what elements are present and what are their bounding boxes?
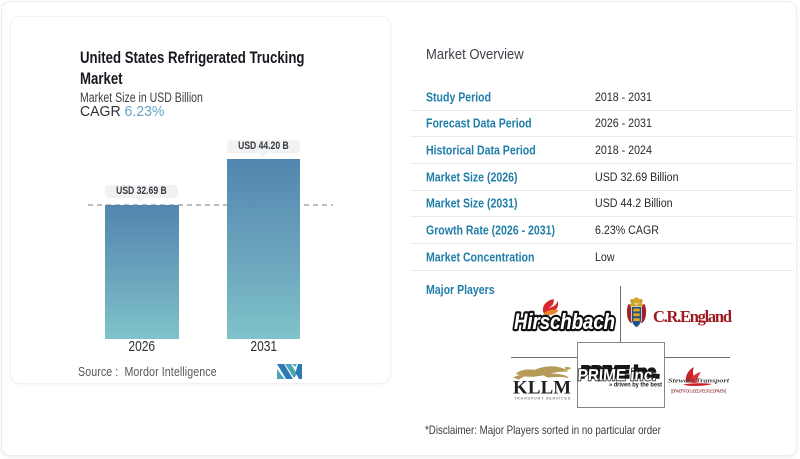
svg-text:PRIME inc.: PRIME inc.: [577, 365, 657, 384]
svg-text:KLLM: KLLM: [513, 378, 571, 399]
svg-text:Stewart Transport: Stewart Transport: [668, 378, 729, 385]
svg-text:PRIME inc.: PRIME inc.: [580, 362, 660, 381]
svg-text:Hirschbach: Hirschbach: [514, 309, 615, 334]
svg-text:Hirschbach: Hirschbach: [514, 309, 615, 334]
svg-text:[ DRIVER FOCUSED. PEOPLE DRIVE: [ DRIVER FOCUSED. PEOPLE DRIVEN ]: [671, 389, 726, 394]
svg-text:» driven by the best: » driven by the best: [609, 381, 662, 388]
svg-text:C.R.England: C.R.England: [653, 307, 732, 326]
svg-text:TRANSPORT SERVICES: TRANSPORT SERVICES: [514, 395, 571, 400]
